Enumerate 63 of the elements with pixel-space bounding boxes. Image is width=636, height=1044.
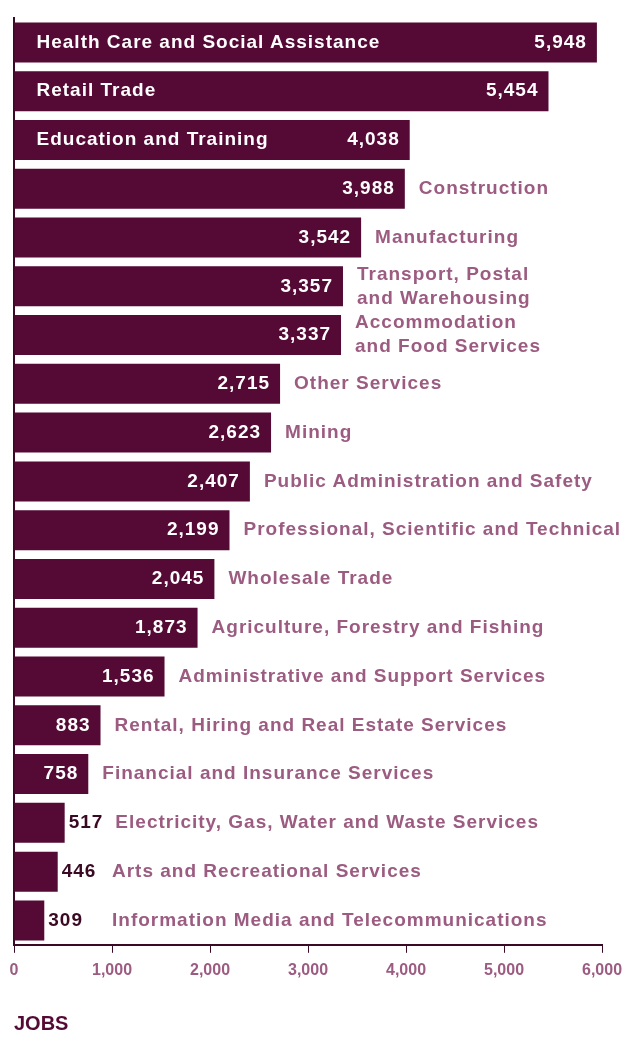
y-tick-label: Health Care and Social Assistance: [36, 30, 381, 52]
y-tick-label: Construction: [418, 176, 550, 198]
x-tick-label: 1,000: [91, 960, 133, 978]
data-label: 883: [55, 713, 91, 735]
data-label: 758: [43, 762, 79, 784]
x-tick-label: 4,000: [385, 960, 427, 978]
y-tick-label: Education and Training: [36, 128, 269, 150]
bar: [14, 802, 65, 843]
y-tick-label: Wholesale Trade: [228, 567, 394, 589]
data-label: 5,454: [485, 79, 539, 101]
data-label: 5,948: [534, 30, 587, 52]
data-label: 2,045: [151, 567, 205, 589]
y-tick-label: Public Administration and Safety: [263, 469, 593, 491]
x-tick-label: 0: [9, 960, 19, 978]
bar: [14, 510, 230, 551]
x-tick-label: 5,000: [483, 960, 525, 978]
bar: [14, 851, 58, 892]
bar: [14, 266, 343, 307]
x-tick-label: 2,000: [189, 960, 231, 978]
data-label: 517: [68, 811, 104, 833]
y-tick-label: Agriculture, Forestry and Fishing: [211, 615, 545, 637]
bar: [14, 315, 342, 356]
data-label: 2,715: [217, 372, 271, 394]
bar: [14, 461, 250, 502]
bar: [14, 900, 45, 941]
data-label: 2,199: [166, 518, 220, 540]
data-label: 309: [48, 908, 83, 930]
data-label: 4,038: [347, 128, 400, 150]
y-tick-label: Accommodation and Food Services: [355, 311, 541, 357]
bar: [14, 363, 281, 404]
data-label: 446: [61, 859, 97, 881]
bar: [14, 754, 89, 795]
y-tick-label: Manufacturing: [375, 225, 520, 247]
y-tick-label: Transport, Postal and Warehousing: [356, 262, 531, 308]
bar: [14, 607, 198, 648]
y-tick-label: Arts and Recreational Services: [112, 859, 422, 881]
data-label: 3,357: [280, 274, 333, 296]
y-tick-label: Financial and Insurance Services: [102, 762, 435, 784]
y-tick-label: Rental, Hiring and Real Estate Services: [114, 713, 508, 735]
x-tick-label: 3,000: [287, 960, 329, 978]
y-tick-label: Administrative and Support Services: [178, 664, 547, 686]
bar: [14, 412, 272, 453]
data-label: 1,536: [101, 664, 155, 686]
bar: [14, 168, 405, 209]
bar: [14, 705, 101, 746]
bar: [14, 656, 165, 697]
data-label: 2,407: [187, 469, 240, 491]
data-label: 3,337: [278, 323, 332, 345]
y-tick-label: Other Services: [294, 372, 443, 394]
bar: [14, 217, 362, 258]
y-tick-label: Electricity, Gas, Water and Waste Services: [115, 811, 539, 833]
y-tick-label: Information Media and Telecommunications: [112, 908, 548, 930]
x-axis-title: JOBS: [14, 1011, 69, 1034]
data-label: 2,623: [208, 420, 262, 442]
y-tick-label: Mining: [285, 420, 353, 442]
y-tick-label: Retail Trade: [36, 79, 157, 101]
data-label: 3,542: [298, 225, 352, 247]
data-label: 3,988: [342, 176, 395, 198]
y-tick-label: Professional, Scientific and Technical: [243, 518, 622, 540]
data-label: 1,873: [135, 615, 188, 637]
bar: [14, 71, 549, 112]
x-tick-label: 6,000: [581, 960, 623, 978]
bar: [14, 558, 215, 599]
